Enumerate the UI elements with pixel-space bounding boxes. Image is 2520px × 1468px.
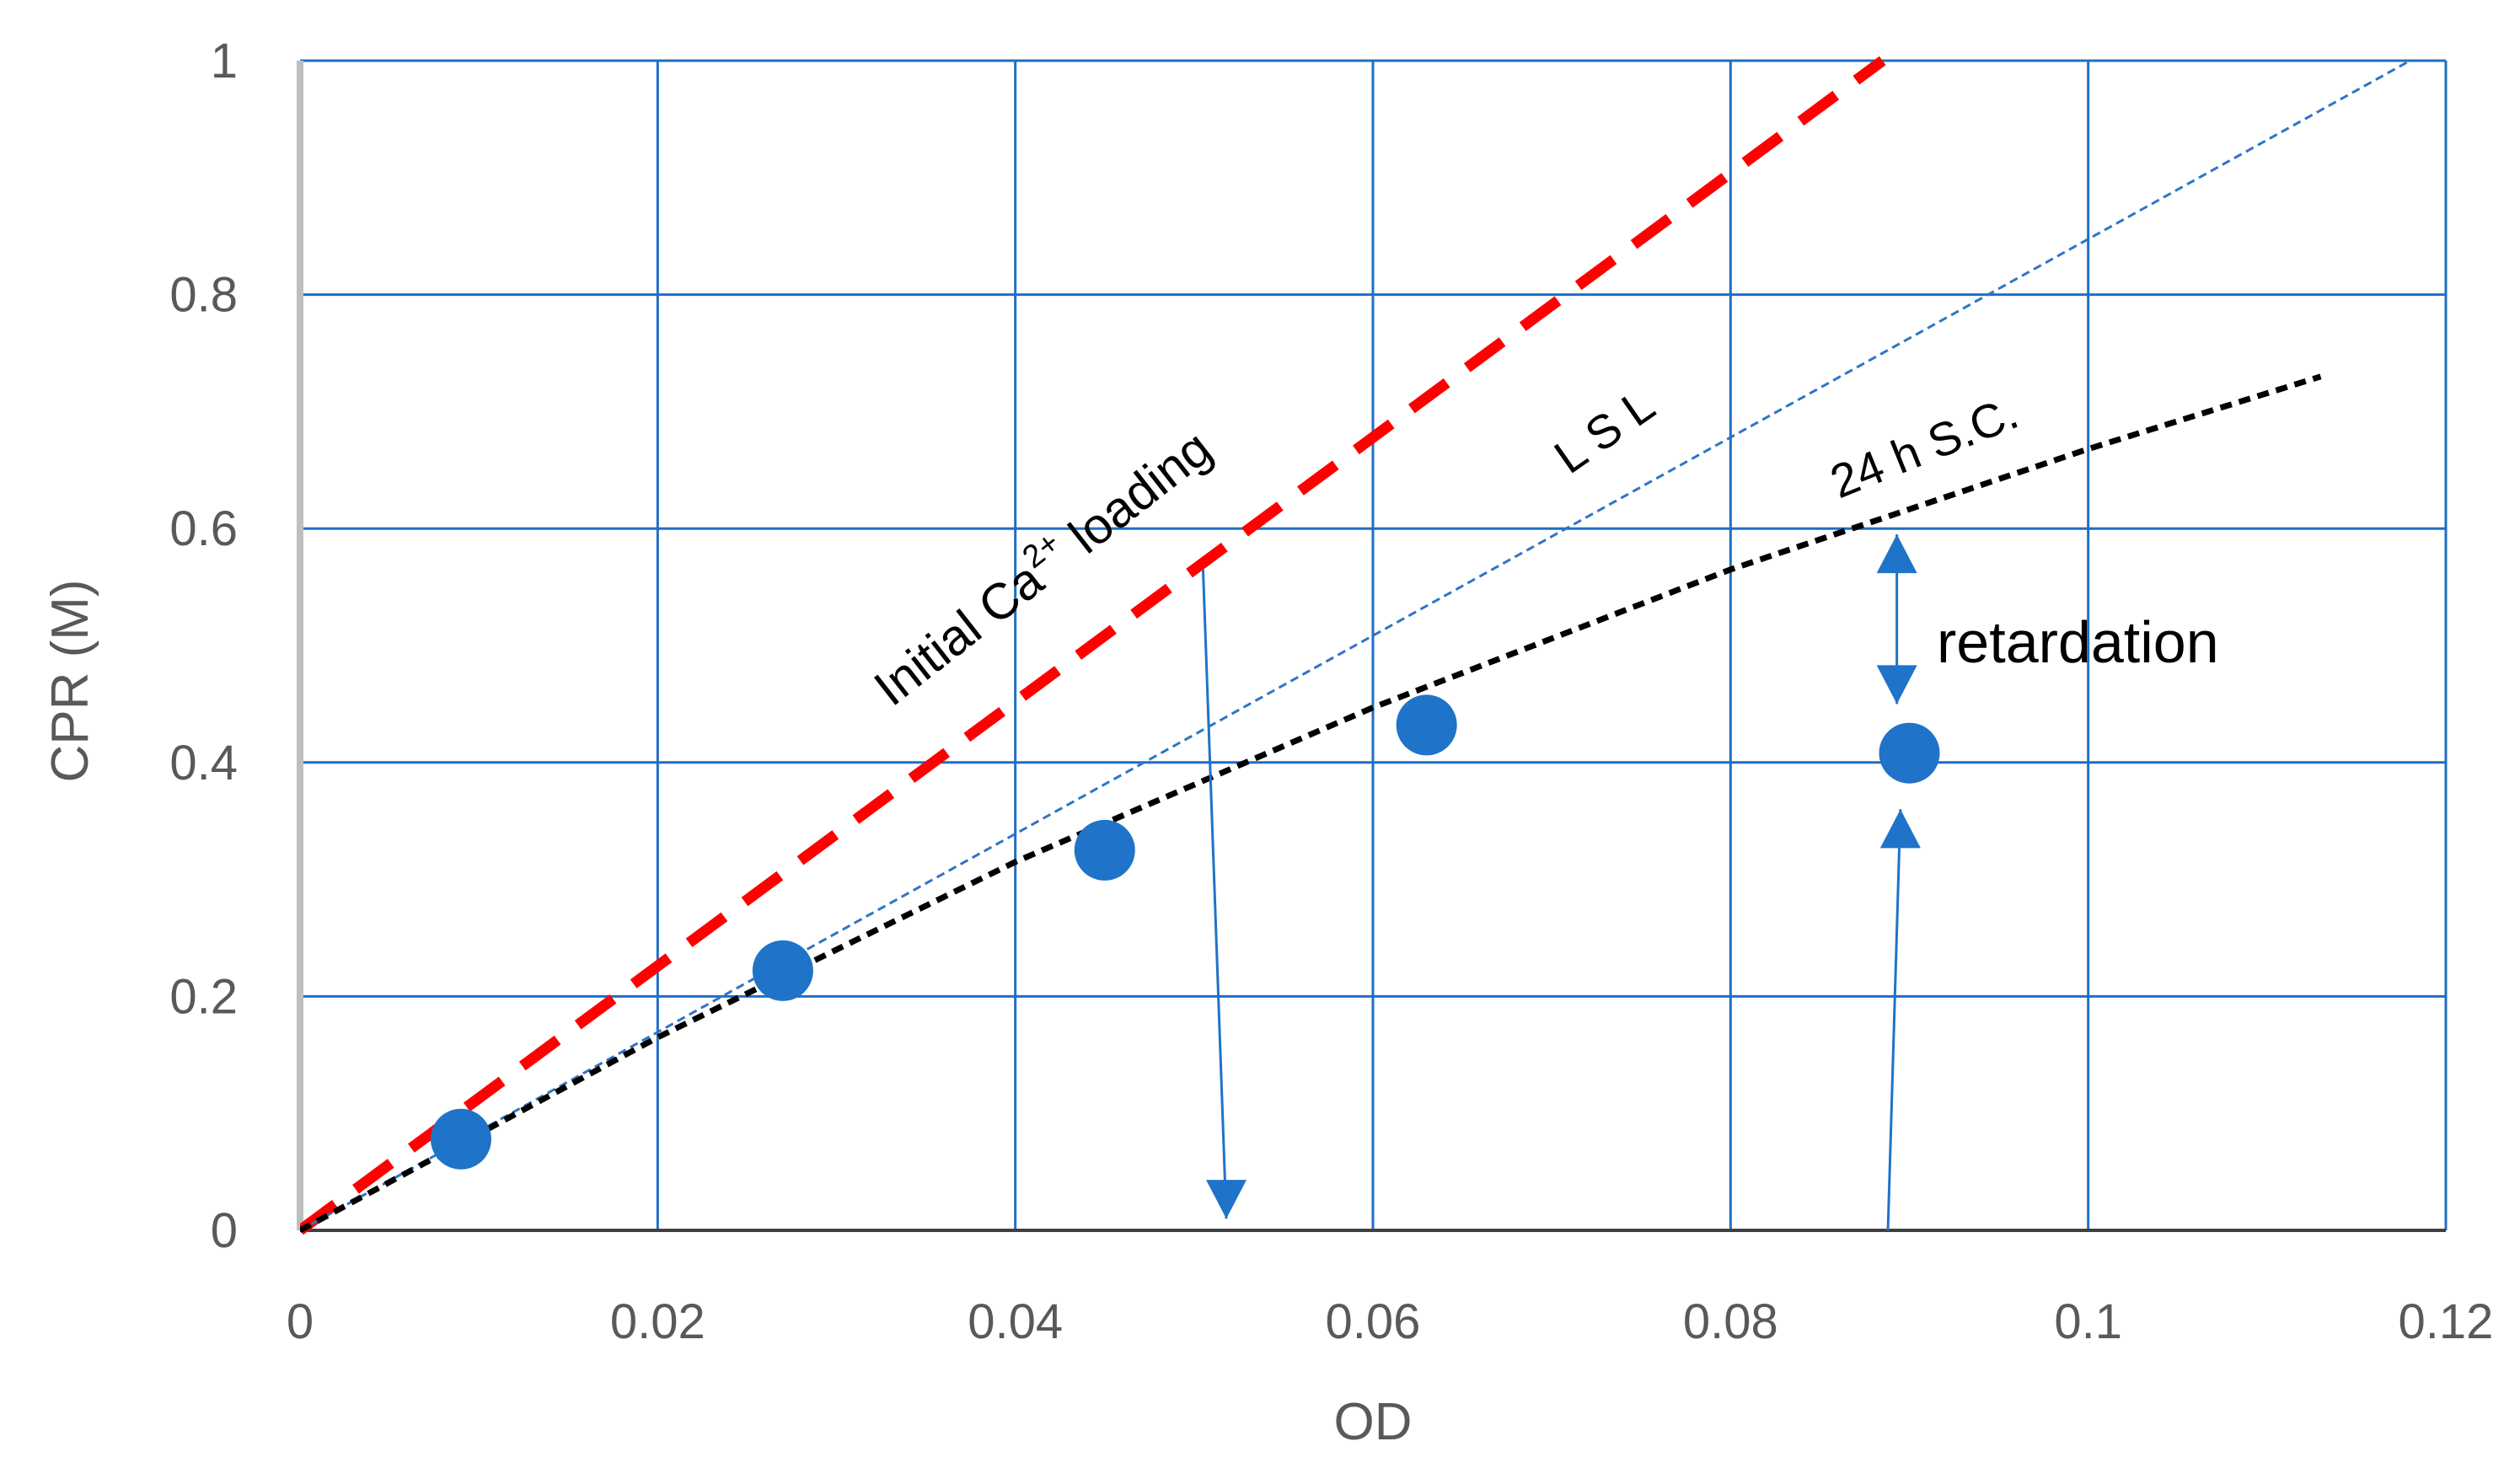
annotation-24h-sc: 24 h S.C. xyxy=(1823,385,2025,508)
x-tick-label: 0.12 xyxy=(2399,1294,2494,1349)
data-point xyxy=(1074,819,1135,881)
series-line-1 xyxy=(300,59,2411,1232)
x-tick-label: 0.04 xyxy=(968,1294,1063,1349)
series-line-0 xyxy=(300,56,1886,1235)
data-point xyxy=(752,940,813,1001)
arrow-head xyxy=(1876,665,1917,705)
arrow-line xyxy=(1886,809,1902,1231)
arrow-head xyxy=(1876,534,1917,574)
annotation-retardation: retardation xyxy=(1937,609,2219,675)
series-layer xyxy=(300,56,2411,1235)
data-point xyxy=(1879,722,1940,784)
arrows-layer xyxy=(1201,534,1921,1231)
y-tick-label: 0.4 xyxy=(169,736,238,790)
arrow-line xyxy=(1201,569,1228,1219)
x-tick-label: 0.08 xyxy=(1683,1294,1778,1349)
arrow-head xyxy=(1206,1180,1247,1219)
y-tick-label: 1 xyxy=(211,34,238,88)
y-tick-label: 0.8 xyxy=(169,268,238,323)
arrow-head xyxy=(1879,809,1921,849)
annotation-initial-post: loading xyxy=(1048,420,1222,573)
annotation-initial-loading: Initial Ca2+ loading xyxy=(861,416,1222,717)
axes xyxy=(297,61,2446,1232)
x-tick-label: 0 xyxy=(287,1294,314,1349)
x-axis-title: OD xyxy=(1334,1393,1413,1451)
y-tick-label: 0.6 xyxy=(169,501,238,556)
x-tick-label: 0.02 xyxy=(610,1294,705,1349)
data-point xyxy=(430,1108,491,1170)
tick-labels: 0 0.02 0.04 0.06 0.08 0.1 0.12 0 0.2 0.4 0.6 0.8 1 xyxy=(169,34,2493,1349)
data-point xyxy=(1396,694,1457,756)
y-axis-title: CPR (M) xyxy=(41,579,99,782)
y-tick-label: 0.2 xyxy=(169,969,238,1024)
x-tick-label: 0.06 xyxy=(1326,1294,1421,1349)
grid xyxy=(300,59,2448,1230)
markers-layer xyxy=(430,694,1940,1170)
annotation-lsl: L S L xyxy=(1545,378,1665,483)
series-line-2 xyxy=(300,373,2322,1234)
y-tick-label: 0 xyxy=(211,1203,238,1258)
x-tick-label: 0.1 xyxy=(2054,1294,2122,1349)
